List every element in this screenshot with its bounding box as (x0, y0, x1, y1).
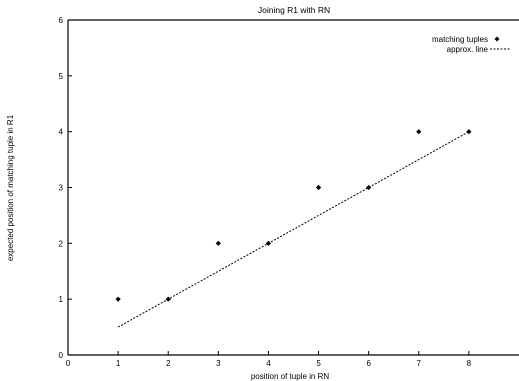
x-tick-label: 2 (166, 359, 171, 368)
y-tick-label: 2 (59, 239, 64, 248)
data-point (366, 184, 372, 191)
x-tick-label: 4 (266, 359, 271, 368)
approx-line (117, 131, 470, 328)
legend-marker-matching-tuples (494, 36, 500, 42)
plot-area (67, 19, 519, 356)
x-tick-label: 3 (216, 359, 221, 368)
chart-title: Joining R1 with RN (258, 5, 330, 15)
data-point (466, 129, 472, 135)
legend: matching tuples approx. line (432, 35, 511, 54)
y-tick-label: 4 (59, 128, 64, 137)
data-point (215, 240, 221, 246)
legend-label-matching-tuples: matching tuples (432, 35, 488, 44)
y-tick-label: 6 (59, 16, 64, 25)
x-tick-label: 7 (417, 359, 422, 368)
y-axis-label: expected position of matching tuple in R… (6, 114, 15, 261)
x-axis-label: position of tuple in RN (251, 372, 329, 381)
x-tick-label: 6 (366, 359, 371, 368)
y-tick-label: 3 (59, 184, 64, 193)
y-ticks: 0 1 2 3 4 5 6 (59, 16, 72, 360)
x-tick-label: 8 (467, 359, 472, 368)
y-tick-label: 0 (59, 351, 64, 360)
legend-label-approx-line: approx. line (447, 45, 489, 54)
data-point (115, 296, 121, 302)
data-point (165, 296, 171, 302)
y-tick-label: 5 (59, 72, 64, 81)
x-ticks: 0 1 2 3 4 5 6 7 8 (66, 351, 472, 368)
series-layer (115, 129, 472, 328)
x-tick-label: 1 (116, 359, 121, 368)
y-tick-label: 1 (59, 295, 64, 304)
data-point (315, 184, 322, 191)
x-tick-label: 0 (66, 359, 71, 368)
x-tick-label: 5 (316, 359, 321, 368)
data-point (416, 129, 422, 135)
data-point (265, 240, 272, 246)
